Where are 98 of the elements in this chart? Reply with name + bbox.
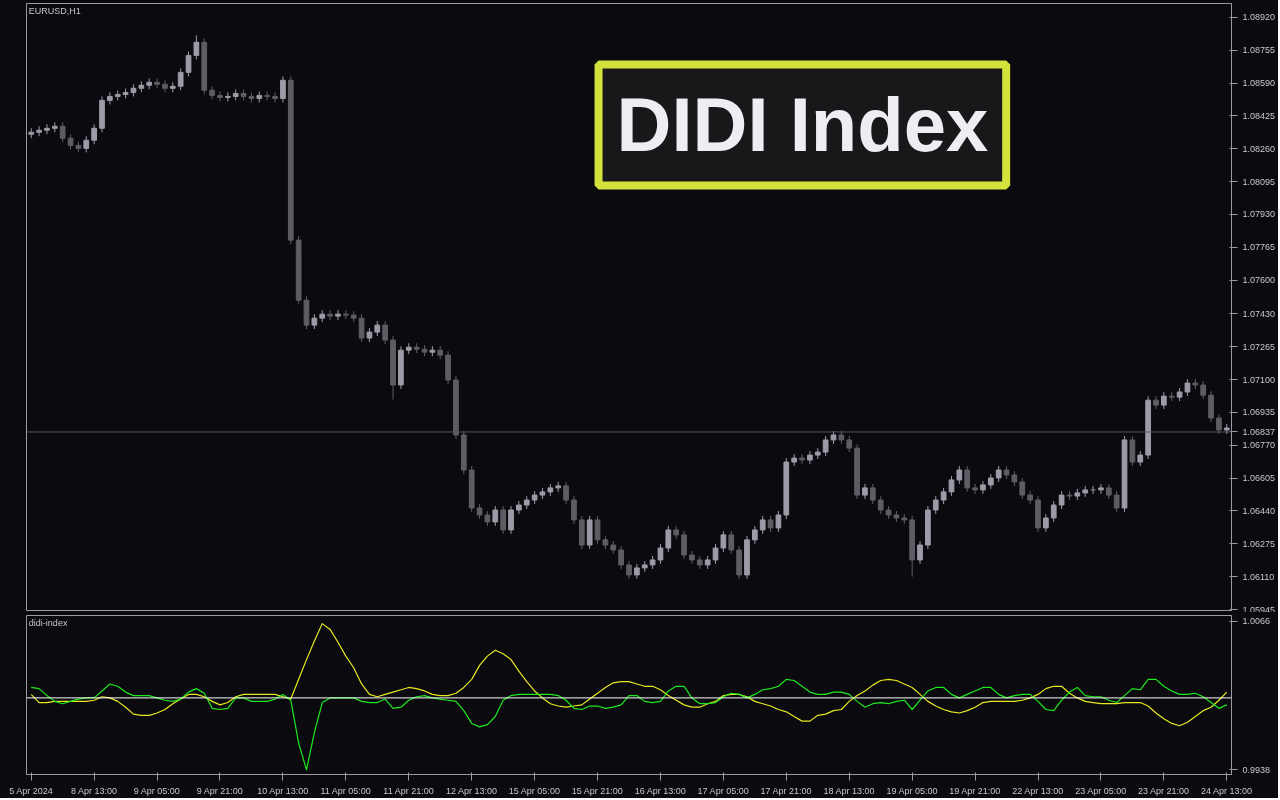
candlestick — [728, 530, 735, 555]
x-tick-label: 5 Apr 2024 — [9, 785, 53, 796]
candlestick — [563, 481, 569, 505]
candlestick — [217, 90, 223, 102]
x-tick-label: 11 Apr 05:00 — [320, 785, 371, 796]
y-tick-label: 1.08755 — [1242, 45, 1276, 56]
y-tick-label: 1.07100 — [1242, 374, 1276, 385]
candlestick — [807, 450, 813, 465]
candlestick — [225, 91, 231, 102]
ref-line-label: 1.06837 — [1242, 426, 1276, 437]
x-tick-label: 17 Apr 05:00 — [697, 785, 749, 796]
candlestick — [1090, 485, 1096, 495]
y-tick-label: 1.08590 — [1242, 78, 1276, 89]
y-tick-label: 1.08260 — [1242, 143, 1276, 154]
candlestick — [209, 85, 215, 100]
candlestick — [980, 480, 986, 495]
x-tick-label: 19 Apr 05:00 — [886, 785, 938, 796]
y-tick-label: 1.08920 — [1242, 12, 1276, 23]
y-tick-label: 1.0066 — [1242, 616, 1271, 627]
candlestick — [36, 125, 42, 137]
y-tick-label: 1.07265 — [1242, 341, 1276, 352]
candlestick — [594, 515, 601, 545]
candlestick — [516, 500, 522, 515]
candlestick — [508, 505, 514, 535]
candlestick — [382, 320, 389, 345]
y-tick-label: 1.06770 — [1242, 440, 1276, 451]
candlestick — [272, 91, 278, 103]
candlestick — [500, 505, 507, 535]
candlestick — [799, 453, 805, 465]
x-tick-label: 22 Apr 13:00 — [1012, 785, 1064, 796]
candlestick — [1113, 490, 1120, 513]
x-tick-label: 12 Apr 13:00 — [445, 785, 497, 796]
x-tick-label: 8 Apr 13:00 — [70, 785, 117, 796]
candlestick — [689, 550, 695, 565]
candlestick — [681, 530, 687, 560]
candlestick — [869, 483, 876, 505]
chart-title: didi-index — [28, 617, 68, 628]
candlestick — [720, 530, 727, 553]
candlestick — [917, 540, 923, 565]
x-tick-label: 9 Apr 05:00 — [133, 785, 180, 796]
y-tick-label: 1.06605 — [1242, 473, 1276, 484]
candlestick — [358, 313, 365, 343]
candlestick — [59, 121, 66, 143]
candlestick — [154, 77, 160, 89]
candlestick — [1050, 500, 1057, 523]
candlestick — [280, 75, 286, 103]
x-tick-label: 11 Apr 21:00 — [383, 785, 434, 796]
candlestick — [177, 67, 184, 91]
candlestick — [775, 510, 782, 533]
candlestick — [1200, 380, 1207, 400]
candlestick — [822, 435, 829, 457]
x-tick-label: 15 Apr 05:00 — [508, 785, 560, 796]
candlestick — [1208, 390, 1214, 423]
candlestick — [657, 543, 664, 565]
x-tick-label: 16 Apr 13:00 — [634, 785, 686, 796]
x-tick-label: 15 Apr 21:00 — [571, 785, 623, 796]
candlestick — [1019, 477, 1026, 500]
x-tick-label: 18 Apr 13:00 — [823, 785, 875, 796]
candlestick — [972, 483, 978, 495]
y-tick-label: 1.07930 — [1242, 209, 1276, 220]
candlestick — [1153, 395, 1159, 410]
chart-title: EURUSD,H1 — [28, 5, 81, 16]
line-series — [30, 678, 1228, 771]
x-tick-label: 19 Apr 21:00 — [949, 785, 1001, 796]
x-tick-label: 23 Apr 21:00 — [1138, 785, 1190, 796]
y-tick-label: 1.08095 — [1242, 176, 1276, 187]
y-tick-label: 1.06935 — [1242, 407, 1276, 418]
candlestick — [964, 465, 971, 493]
y-tick-label: 1.07765 — [1242, 242, 1276, 253]
y-tick-label: 1.06275 — [1242, 538, 1276, 549]
x-tick-label: 9 Apr 21:00 — [196, 785, 243, 796]
candlestick — [712, 543, 719, 565]
x-tick-label: 23 Apr 05:00 — [1075, 785, 1127, 796]
y-tick-label: 1.07600 — [1242, 275, 1276, 286]
candlestick — [618, 545, 624, 570]
y-tick-label: 1.06110 — [1242, 571, 1275, 582]
annotation: DIDI Index — [616, 82, 989, 168]
candlestick — [1098, 483, 1104, 495]
candlestick — [948, 475, 955, 497]
candlestick — [665, 525, 672, 553]
candlestick — [492, 505, 499, 527]
candlestick — [162, 79, 168, 93]
y-tick-label: 1.07430 — [1242, 308, 1276, 319]
candlestick — [327, 309, 333, 321]
y-tick-label: 1.05945 — [1242, 604, 1276, 615]
candlestick — [1027, 490, 1033, 505]
candlestick — [571, 495, 577, 525]
y-tick-label: 1.06440 — [1242, 505, 1276, 516]
x-tick-label: 17 Apr 21:00 — [760, 785, 812, 796]
candlestick — [107, 91, 113, 105]
y-tick-label: 0.9938 — [1242, 764, 1271, 775]
candlestick — [44, 123, 50, 135]
candlestick — [1129, 435, 1136, 467]
y-tick-label: 1.08425 — [1242, 110, 1276, 121]
candlestick — [91, 123, 97, 145]
x-tick-label: 24 Apr 13:00 — [1201, 785, 1253, 796]
candlestick — [335, 309, 341, 321]
x-tick-label: 10 Apr 13:00 — [257, 785, 309, 796]
